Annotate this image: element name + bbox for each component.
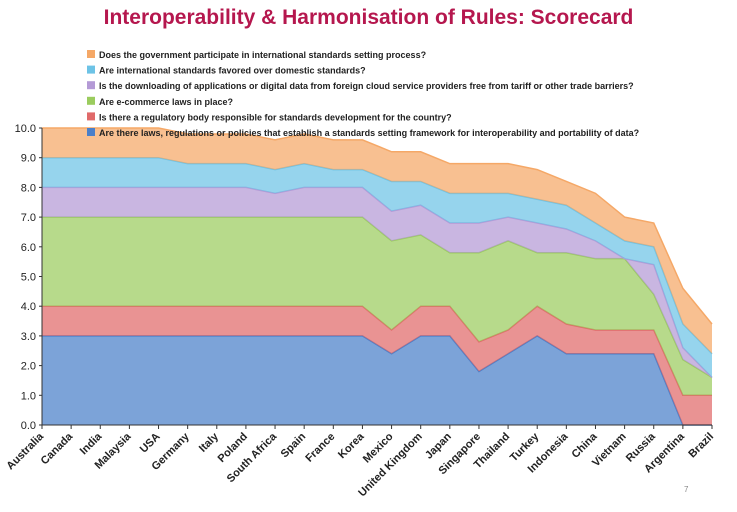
- y-tick-label: 10.0: [15, 123, 36, 135]
- x-tick-label: Brazil: [686, 431, 716, 461]
- area-series-1: [42, 335, 712, 425]
- legend-swatch: [87, 65, 95, 74]
- legend-swatch: [87, 96, 95, 105]
- x-tick-label: Italy: [197, 430, 222, 455]
- y-tick-label: 4.0: [21, 301, 36, 313]
- x-tick-label: Canada: [39, 430, 76, 467]
- y-tick-label: 7.0: [21, 212, 36, 224]
- area-series-2: [42, 306, 712, 425]
- plot-areas: [42, 127, 713, 426]
- legend-label: Are international standards favored over…: [99, 66, 366, 76]
- y-tick-label: 3.0: [21, 331, 36, 343]
- y-tick-label: 2.0: [21, 361, 36, 373]
- y-tick-label: 5.0: [21, 272, 36, 284]
- legend-label: Does the government participate in inter…: [99, 50, 426, 60]
- legend-label: Are there laws, regulations or policies …: [99, 128, 639, 138]
- area-series-6: [42, 128, 712, 354]
- y-tick-label: 6.0: [21, 242, 36, 254]
- area-series-5: [42, 157, 712, 378]
- y-tick-label: 1.0: [21, 390, 36, 402]
- area-series-4: [42, 187, 712, 378]
- legend-swatch: [87, 128, 95, 136]
- area-series-3: [42, 217, 712, 396]
- y-tick-label: 0.0: [21, 420, 36, 432]
- x-tick-label: India: [78, 430, 105, 457]
- legend-label: Is the downloading of applications or di…: [99, 81, 634, 91]
- y-tick-label: 9.0: [21, 153, 36, 165]
- legend-label: Are e-commerce laws in place?: [99, 97, 233, 107]
- legend: Does the government participate in inter…: [87, 50, 639, 138]
- x-tick-label: Australia: [4, 430, 46, 472]
- page-number: 7: [684, 485, 689, 494]
- chart-title: Interoperability & Harmonisation of Rule…: [103, 6, 634, 29]
- legend-swatch: [87, 112, 95, 121]
- y-tick-label: 8.0: [21, 182, 36, 194]
- x-tick-label: France: [303, 431, 337, 465]
- legend-label: Is there a regulatory body responsible f…: [99, 112, 452, 122]
- legend-swatch: [87, 81, 95, 90]
- series-line-6: [42, 127, 713, 325]
- x-tick-label: USA: [138, 431, 163, 456]
- legend-swatch: [87, 50, 95, 58]
